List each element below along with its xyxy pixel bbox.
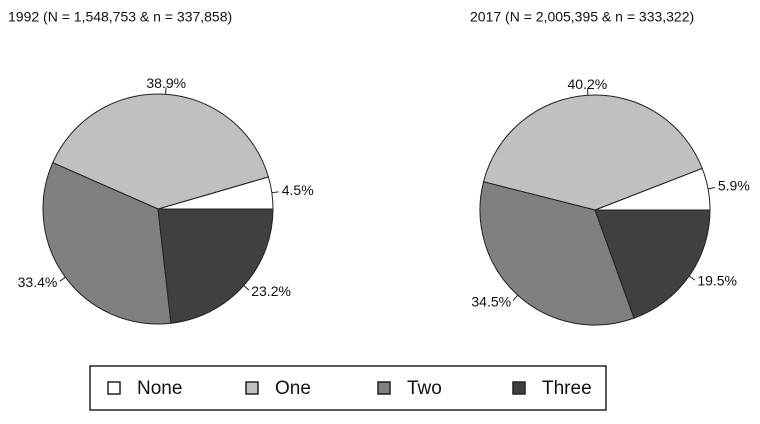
- data-label: 40.2%: [568, 76, 608, 92]
- data-label: 19.5%: [697, 273, 737, 289]
- data-label: 38.9%: [146, 75, 186, 91]
- legend-swatch: [377, 381, 391, 395]
- pie-slice: [482, 94, 703, 211]
- pie-slice: [157, 208, 274, 324]
- leader-line: [243, 285, 250, 291]
- legend-label: One: [275, 378, 311, 399]
- leader-line: [707, 187, 716, 190]
- data-label: 23.2%: [251, 283, 291, 299]
- chart-title: 1992 (N = 1,548,753 & n = 337,858): [8, 9, 232, 25]
- data-label: 4.5%: [282, 182, 314, 198]
- leader-line: [512, 294, 519, 301]
- leader-line: [59, 276, 66, 282]
- legend-swatch: [245, 381, 259, 395]
- leader-line: [688, 275, 696, 281]
- leader-line: [271, 191, 279, 194]
- chart-title: 2017 (N = 2,005,395 & n = 333,322): [470, 9, 694, 25]
- pie-slice: [42, 162, 172, 325]
- legend-label: Three: [542, 378, 592, 399]
- legend-swatch: [107, 381, 121, 395]
- data-label: 5.9%: [718, 178, 750, 194]
- data-label: 34.5%: [471, 293, 511, 309]
- legend-label: None: [137, 378, 182, 399]
- legend-swatch: [512, 381, 526, 395]
- legend-label: Two: [407, 378, 442, 399]
- data-label: 33.4%: [18, 274, 58, 290]
